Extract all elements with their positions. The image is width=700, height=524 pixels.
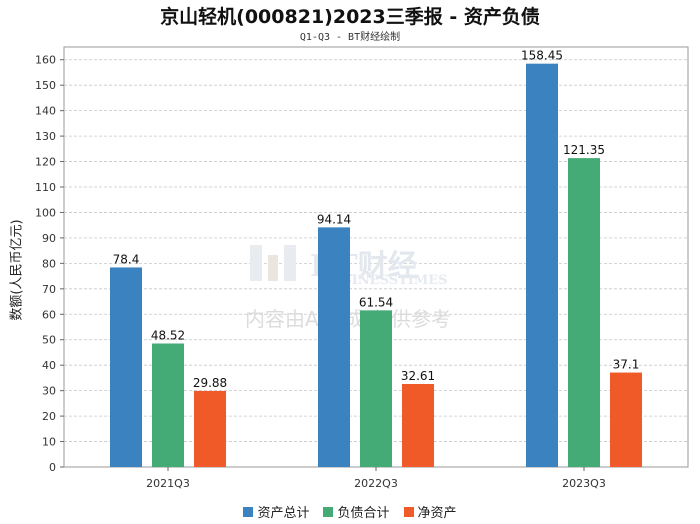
- x-tick-label: 2021Q3: [146, 477, 190, 490]
- y-tick-label: 70: [42, 283, 56, 296]
- data-label: 61.54: [359, 295, 393, 309]
- x-tick-label: 2023Q3: [562, 477, 606, 490]
- bar: [110, 267, 142, 467]
- bar: [194, 390, 226, 467]
- legend: 资产总计 负债合计 净资产: [0, 502, 700, 521]
- legend-item: 净资产: [403, 502, 457, 521]
- bar: [610, 372, 642, 467]
- data-label: 94.14: [317, 212, 351, 226]
- data-label: 48.52: [151, 328, 185, 342]
- legend-item: 负债合计: [323, 502, 390, 521]
- bar: [318, 227, 350, 467]
- y-tick-label: 40: [42, 359, 56, 372]
- y-tick-label: 0: [49, 461, 56, 474]
- legend-label: 负债合计: [337, 506, 390, 521]
- bar: [568, 158, 600, 468]
- watermark-brand-en: BUSINESSTIMES: [320, 273, 448, 288]
- data-label: 158.45: [521, 49, 563, 63]
- y-tick-label: 10: [42, 436, 56, 449]
- y-tick-label: 140: [35, 105, 56, 118]
- y-tick-label: 100: [35, 206, 56, 219]
- x-tick-label: 2022Q3: [354, 477, 398, 490]
- y-tick-label: 20: [42, 410, 56, 423]
- y-tick-label: 160: [35, 54, 56, 67]
- watermark-logo-bar: [268, 255, 278, 281]
- data-label: 121.35: [563, 143, 605, 157]
- bar: [152, 343, 184, 467]
- data-label: 37.1: [613, 358, 640, 372]
- y-tick-label: 90: [42, 232, 56, 245]
- legend-swatch: [243, 506, 254, 517]
- data-label: 78.4: [113, 252, 140, 266]
- y-tick-label: 120: [35, 156, 56, 169]
- y-tick-label: 30: [42, 385, 56, 398]
- chart-subtitle: Q1-Q3 - BT财经绘制: [299, 32, 401, 43]
- legend-label: 资产总计: [257, 506, 310, 521]
- bar: [526, 63, 558, 467]
- y-tick-label: 60: [42, 308, 56, 321]
- y-tick-label: 130: [35, 130, 56, 143]
- legend-swatch: [403, 506, 414, 517]
- legend-swatch: [323, 506, 334, 517]
- bar: [360, 310, 392, 467]
- legend-item: 资产总计: [243, 502, 309, 521]
- y-tick-label: 50: [42, 334, 56, 347]
- y-tick-label: 150: [35, 79, 56, 92]
- y-tick-label: 110: [35, 181, 56, 194]
- data-label: 29.88: [193, 376, 227, 390]
- y-tick-label: 80: [42, 257, 56, 270]
- watermark-logo-bar: [284, 245, 296, 281]
- chart-title: 京山轻机(000821)2023三季报 - 资产负债: [160, 6, 540, 28]
- legend-label: 净资产: [417, 506, 457, 521]
- data-label: 32.61: [401, 369, 435, 383]
- watermark-logo-bar: [250, 245, 262, 281]
- bar: [402, 383, 434, 467]
